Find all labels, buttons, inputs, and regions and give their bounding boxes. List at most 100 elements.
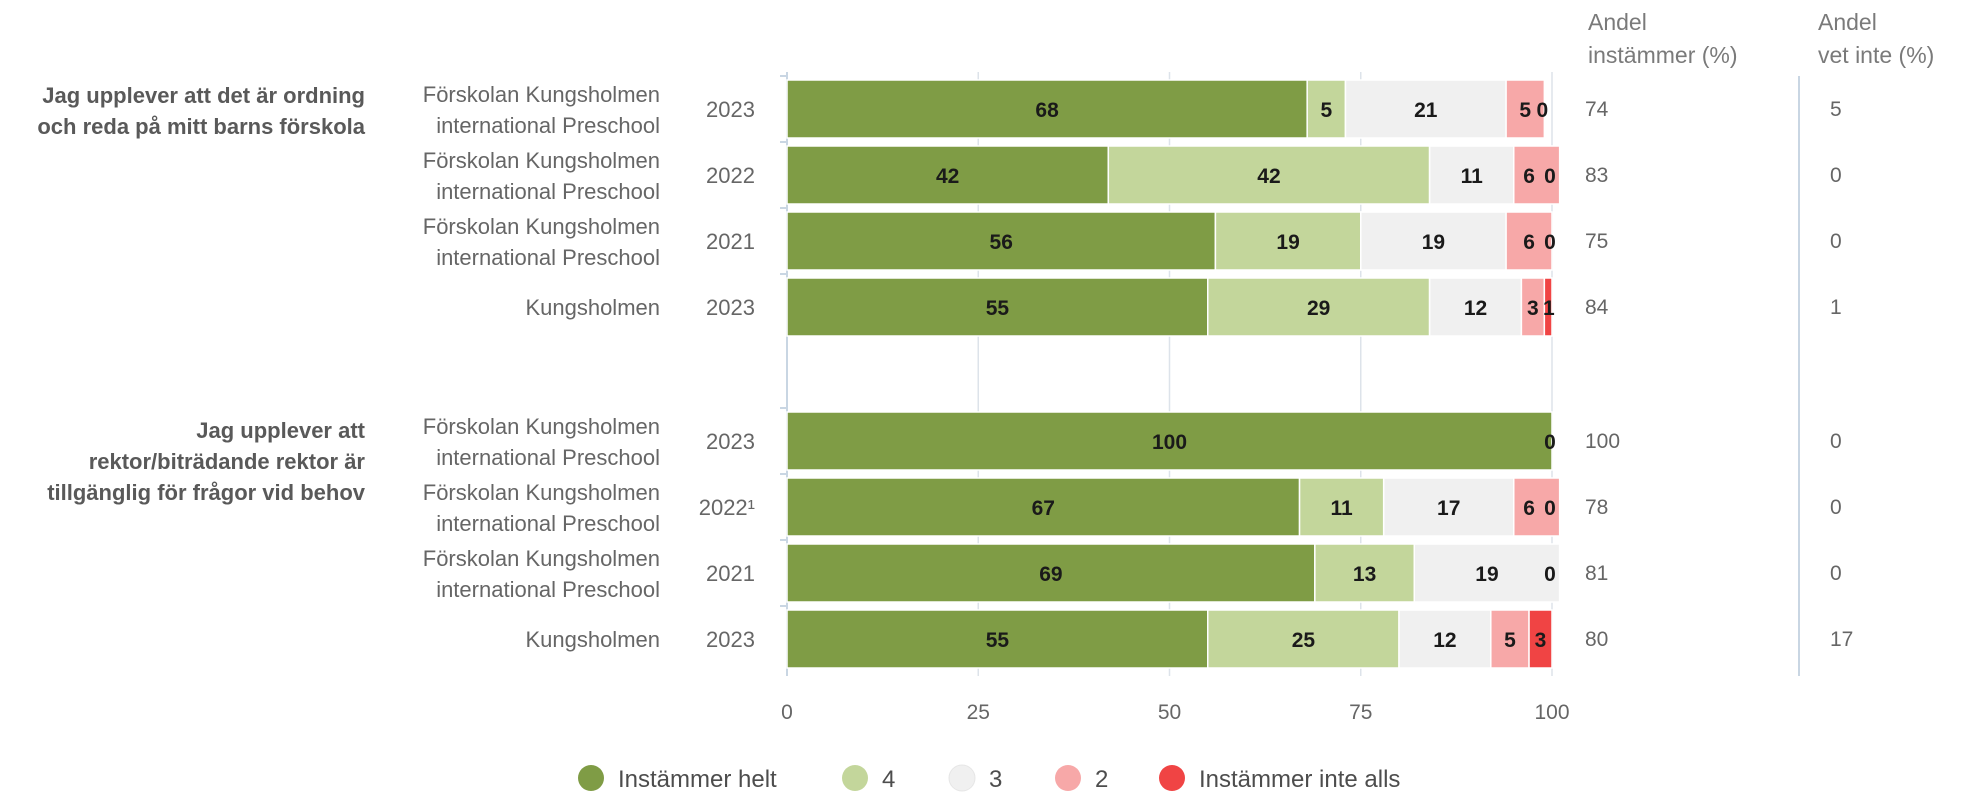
entity-label-line-1: international Preschool [436, 577, 660, 602]
question-label-1-line-0: Jag upplever att [196, 418, 365, 443]
data-label-4: 0 [1537, 99, 1549, 122]
legend-label-0: Instämmer helt [618, 766, 777, 792]
entity-label-line-0: Förskolan Kungsholmen [423, 82, 660, 107]
data-label-4: 0 [1544, 165, 1556, 188]
x-tick-label-0: 0 [781, 701, 793, 724]
question-label-1-line-2: tillgänglig för frågor vid behov [47, 480, 366, 505]
data-label-0: 56 [990, 231, 1013, 254]
x-tick-label-75: 75 [1349, 701, 1372, 724]
data-label-0: 100 [1152, 431, 1187, 454]
question-label-0-line-1: och reda på mitt barns förskola [37, 114, 365, 139]
year-label: 2022 [706, 163, 755, 188]
dontknow-column-header-line2: vet inte (%) [1818, 42, 1934, 68]
data-label-1: 29 [1307, 297, 1330, 320]
legend-swatch-0 [578, 765, 604, 791]
data-label-1: 19 [1276, 231, 1299, 254]
dontknow-share-value: 0 [1830, 562, 1842, 585]
year-label: 2023 [706, 429, 755, 454]
year-label: 2023 [706, 295, 755, 320]
legend-swatch-4 [1159, 765, 1185, 791]
data-label-0: 67 [1032, 497, 1055, 520]
agree-share-value: 81 [1585, 562, 1608, 585]
entity-label-line-0: Förskolan Kungsholmen [423, 480, 660, 505]
data-label-0: 69 [1039, 563, 1062, 586]
data-label-1: 13 [1353, 563, 1376, 586]
agree-column-header-line1: Andel [1588, 9, 1647, 35]
legend-label-3: 2 [1095, 766, 1108, 792]
entity-label-line-1: international Preschool [436, 445, 660, 470]
legend: Instämmer helt 4 3 2 Instämmer inte alls [578, 765, 1400, 792]
dontknow-share-value: 0 [1830, 430, 1842, 453]
year-label: 2023 [706, 97, 755, 122]
data-label-2: 21 [1414, 99, 1438, 122]
data-label-4: 1 [1543, 297, 1555, 320]
data-label-3: 5 [1504, 629, 1516, 652]
agree-share-value: 83 [1585, 164, 1608, 187]
entity-label-line-1: international Preschool [436, 245, 660, 270]
data-label-3: 6 [1523, 497, 1535, 520]
agree-share-value: 78 [1585, 496, 1608, 519]
data-label-3: 3 [1527, 297, 1539, 320]
data-label-3: 6 [1523, 165, 1535, 188]
data-label-2: 11 [1461, 165, 1484, 188]
data-label-0: 55 [986, 629, 1010, 652]
agree-share-value: 80 [1585, 628, 1608, 651]
data-label-3: 6 [1523, 231, 1535, 254]
dontknow-share-value: 0 [1830, 164, 1842, 187]
legend-swatch-3 [1055, 765, 1081, 791]
data-label-4: 0 [1544, 497, 1556, 520]
agree-column-header-line2: instämmer (%) [1588, 42, 1738, 68]
data-label-1: 11 [1331, 497, 1354, 520]
agree-share-value: 100 [1585, 430, 1620, 453]
data-label-1: 25 [1292, 629, 1316, 652]
data-label-3: 5 [1519, 99, 1531, 122]
data-label-1: 5 [1320, 99, 1332, 122]
data-label-0: 55 [986, 297, 1010, 320]
year-label: 2022¹ [699, 495, 755, 520]
dontknow-share-value: 17 [1830, 628, 1853, 651]
entity-label: Kungsholmen [525, 295, 660, 320]
entity-label-line-1: international Preschool [436, 511, 660, 536]
data-label-4: 0 [1544, 431, 1556, 454]
data-label-1: 42 [1257, 165, 1280, 188]
entity-label-line-0: Förskolan Kungsholmen [423, 546, 660, 571]
year-label: 2021 [706, 229, 755, 254]
bars [787, 80, 1560, 668]
data-label-4: 3 [1535, 629, 1547, 652]
legend-label-4: Instämmer inte alls [1199, 766, 1400, 792]
dontknow-share-value: 1 [1830, 296, 1842, 319]
data-label-0: 68 [1035, 99, 1059, 122]
data-label-2: 17 [1437, 497, 1460, 520]
data-label-2: 12 [1464, 297, 1487, 320]
entity-label-line-0: Förskolan Kungsholmen [423, 214, 660, 239]
question-label-1-line-1: rektor/biträdande rektor är [89, 449, 366, 474]
agree-share-value: 84 [1585, 296, 1609, 319]
entity-label-line-0: Förskolan Kungsholmen [423, 414, 660, 439]
question-label-0-line-0: Jag upplever att det är ordning [42, 83, 365, 108]
data-label-4: 0 [1544, 231, 1556, 254]
entity-label-line-1: international Preschool [436, 179, 660, 204]
entity-label: Kungsholmen [525, 627, 660, 652]
dontknow-share-value: 0 [1830, 230, 1842, 253]
x-tick-label-100: 100 [1534, 701, 1569, 724]
data-label-2: 19 [1475, 563, 1498, 586]
agree-share-value: 75 [1585, 230, 1608, 253]
entity-label-line-1: international Preschool [436, 113, 660, 138]
data-label-2: 19 [1422, 231, 1445, 254]
x-tick-label-25: 25 [967, 701, 990, 724]
legend-swatch-1 [842, 765, 868, 791]
legend-swatch-2 [949, 765, 975, 791]
year-label: 2021 [706, 561, 755, 586]
dontknow-share-value: 0 [1830, 496, 1842, 519]
legend-label-2: 3 [989, 766, 1002, 792]
data-label-0: 42 [936, 165, 959, 188]
data-label-4: 0 [1544, 563, 1556, 586]
x-tick-label-50: 50 [1158, 701, 1181, 724]
dontknow-column-header-line1: Andel [1818, 9, 1877, 35]
agree-share-value: 74 [1585, 98, 1609, 121]
dontknow-share-value: 5 [1830, 98, 1842, 121]
entity-label-line-0: Förskolan Kungsholmen [423, 148, 660, 173]
legend-label-1: 4 [882, 766, 895, 792]
data-label-2: 12 [1433, 629, 1456, 652]
